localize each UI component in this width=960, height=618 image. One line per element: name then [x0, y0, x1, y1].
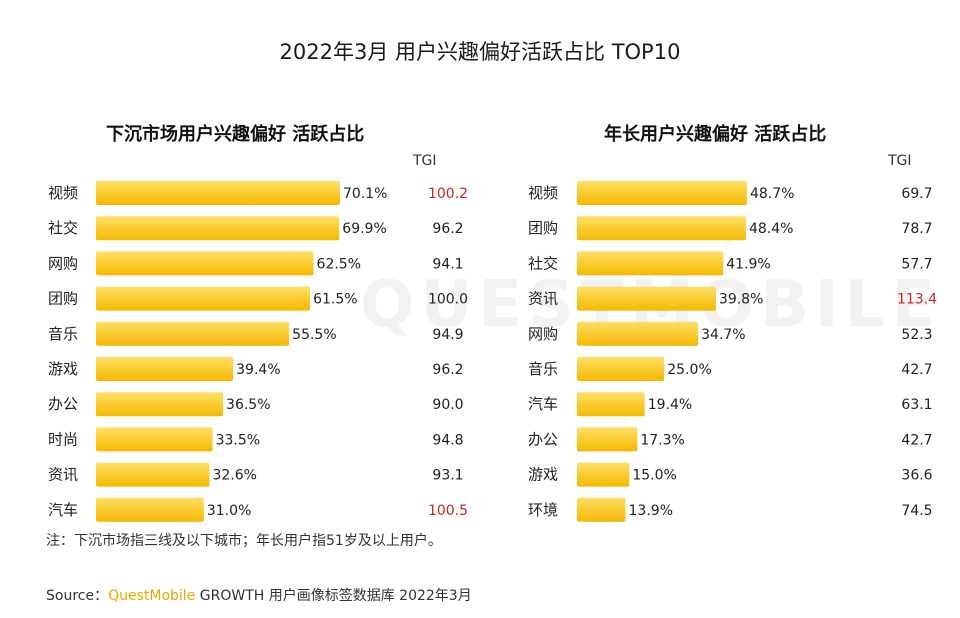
right-category-label: 团购 — [528, 219, 558, 237]
right-category-label: 音乐 — [528, 360, 558, 378]
left-bar — [96, 497, 204, 522]
right-bar — [577, 321, 699, 346]
left-tgi-value: 96.2 — [432, 221, 463, 237]
right-panel-title: 年长用户兴趣偏好 活跃占比 — [604, 124, 827, 145]
left-value-label: 39.4% — [236, 362, 280, 378]
right-bar — [577, 181, 747, 205]
left-bar — [96, 427, 213, 452]
left-value-label: 36.5% — [226, 397, 270, 413]
left-category-label: 汽车 — [48, 501, 78, 519]
right-category-label: 网购 — [528, 325, 558, 343]
left-tgi-value: 100.0 — [428, 292, 468, 308]
left-category-label: 游戏 — [48, 360, 78, 378]
right-value-label: 19.4% — [648, 397, 692, 413]
left-value-label: 69.9% — [342, 221, 386, 237]
left-tgi-value: 93.1 — [432, 468, 463, 484]
left-bar — [96, 181, 340, 205]
left-category-label: 网购 — [48, 254, 78, 272]
source-prefix: Source： — [46, 588, 109, 604]
right-value-label: 39.8% — [719, 292, 763, 308]
right-tgi-value: 57.7 — [901, 256, 932, 272]
left-category-label: 视频 — [48, 184, 78, 202]
source-line: Source：QuestMobile GROWTH 用户画像标签数据库 2022… — [46, 585, 472, 605]
right-category-label: 视频 — [528, 184, 558, 202]
left-tgi-value: 96.2 — [432, 362, 463, 378]
source-brand: QuestMobile — [108, 588, 196, 604]
left-category-label: 资讯 — [48, 466, 78, 484]
right-value-label: 13.9% — [629, 503, 673, 519]
right-value-label: 15.0% — [632, 468, 676, 484]
left-tgi-value: 90.0 — [432, 397, 463, 413]
left-category-label: 时尚 — [48, 430, 78, 448]
left-value-label: 55.5% — [292, 327, 336, 343]
right-value-label: 48.4% — [749, 221, 793, 237]
right-bar — [577, 392, 645, 417]
right-tgi-value: 36.6 — [901, 468, 932, 484]
left-bar — [96, 251, 314, 276]
right-bar — [577, 427, 638, 452]
left-panel-title: 下沉市场用户兴趣偏好 活跃占比 — [106, 124, 365, 145]
right-tgi-header: TGI — [888, 153, 912, 169]
right-tgi-value: 42.7 — [901, 362, 932, 378]
left-value-label: 61.5% — [313, 292, 357, 308]
left-bar — [96, 216, 340, 241]
left-category-label: 音乐 — [48, 325, 78, 343]
right-tgi-value: 42.7 — [901, 432, 932, 448]
left-bar — [96, 392, 224, 417]
left-bar — [96, 321, 290, 346]
source-rest: GROWTH 用户画像标签数据库 2022年3月 — [195, 588, 472, 604]
right-bar — [577, 286, 716, 311]
right-bar — [577, 357, 665, 381]
right-value-label: 17.3% — [640, 432, 684, 448]
left-tgi-value: 94.1 — [432, 256, 463, 272]
left-bar — [96, 286, 311, 311]
right-bar — [577, 251, 724, 276]
right-value-label: 41.9% — [726, 256, 770, 272]
left-tgi-value: 94.9 — [432, 327, 463, 343]
right-bar — [577, 497, 626, 522]
right-category-label: 游戏 — [528, 466, 558, 484]
right-category-label: 办公 — [528, 430, 558, 448]
left-value-label: 31.0% — [207, 503, 251, 519]
chart-main-title: 2022年3月 用户兴趣偏好活跃占比 TOP10 — [279, 40, 681, 64]
right-tgi-value: 63.1 — [901, 397, 932, 413]
left-value-label: 70.1% — [343, 186, 387, 202]
right-category-label: 环境 — [528, 501, 558, 519]
left-category-label: 团购 — [48, 290, 78, 308]
left-bar — [96, 357, 234, 381]
left-category-label: 社交 — [48, 219, 78, 237]
left-value-label: 33.5% — [216, 432, 260, 448]
footnote: 注：下沉市场指三线及以下城市；年长用户指51岁及以上用户。 — [46, 533, 442, 549]
right-tgi-value: 69.7 — [901, 186, 932, 202]
right-category-label: 汽车 — [528, 395, 558, 413]
right-category-label: 社交 — [528, 254, 558, 272]
left-value-label: 62.5% — [317, 256, 361, 272]
right-bar — [577, 462, 630, 487]
left-category-label: 办公 — [48, 395, 78, 413]
right-value-label: 48.7% — [750, 186, 794, 202]
right-tgi-value: 78.7 — [901, 221, 932, 237]
right-tgi-value: 74.5 — [901, 503, 932, 519]
left-bar — [96, 462, 210, 487]
left-tgi-value: 94.8 — [432, 432, 463, 448]
right-category-label: 资讯 — [528, 290, 558, 308]
right-value-label: 25.0% — [667, 362, 711, 378]
right-bar — [577, 216, 746, 241]
right-tgi-value: 113.4 — [897, 292, 937, 308]
right-value-label: 34.7% — [701, 327, 745, 343]
right-tgi-value: 52.3 — [901, 327, 932, 343]
left-tgi-value: 100.2 — [428, 186, 468, 202]
left-tgi-header: TGI — [413, 153, 437, 169]
left-tgi-value: 100.5 — [428, 503, 468, 519]
left-value-label: 32.6% — [212, 468, 256, 484]
